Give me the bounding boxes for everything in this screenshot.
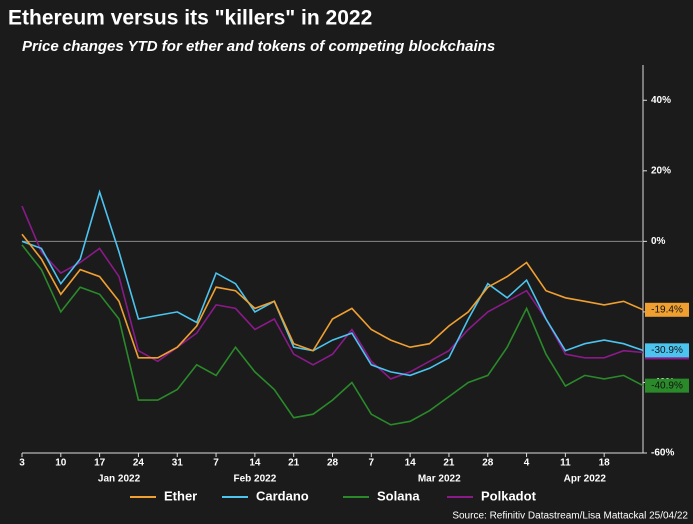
x-tick-label: 14 xyxy=(405,458,417,469)
x-tick-label: 11 xyxy=(560,458,571,469)
source: Source: Refinitiv Datastream/Lisa Mattac… xyxy=(452,511,688,522)
x-tick-label: 21 xyxy=(443,458,455,469)
x-tick-label: 31 xyxy=(172,458,184,469)
end-label-box xyxy=(645,343,689,358)
y-tick-label: 40% xyxy=(651,95,671,106)
x-tick-label: 7 xyxy=(213,458,219,469)
end-label-box xyxy=(645,378,689,393)
y-tick-label: 0% xyxy=(651,236,666,247)
x-tick-label: 3 xyxy=(19,458,25,469)
x-tick-label: 17 xyxy=(94,458,106,469)
month-label: Apr 2022 xyxy=(564,474,607,485)
series-line xyxy=(21,233,644,359)
end-label: -40.9% xyxy=(651,380,683,391)
end-label-box xyxy=(645,302,689,317)
x-tick-label: 18 xyxy=(599,458,611,469)
y-tick-label: -60% xyxy=(651,448,674,459)
end-label: -19.4% xyxy=(651,304,683,315)
x-tick-label: 7 xyxy=(369,458,375,469)
series-line xyxy=(21,189,644,377)
month-label: Feb 2022 xyxy=(233,474,276,485)
y-tick-label: 20% xyxy=(651,165,671,176)
series-line xyxy=(21,205,644,380)
x-tick-label: 4 xyxy=(524,458,530,469)
series-line xyxy=(21,244,644,426)
x-tick-label: 28 xyxy=(482,458,494,469)
month-label: Jan 2022 xyxy=(98,474,141,485)
x-tick-label: 21 xyxy=(288,458,300,469)
month-label: Mar 2022 xyxy=(418,474,461,485)
legend-label: Ether xyxy=(164,488,197,503)
x-tick-label: 24 xyxy=(133,458,145,469)
x-tick-label: 10 xyxy=(55,458,67,469)
end-label: -30.9% xyxy=(651,345,683,356)
legend-label: Cardano xyxy=(256,488,309,503)
chart-subtitle: Price changes YTD for ether and tokens o… xyxy=(22,38,495,55)
legend-label: Polkadot xyxy=(481,488,537,503)
legend-label: Solana xyxy=(377,488,420,503)
x-tick-label: 14 xyxy=(249,458,261,469)
chart-title: Ethereum versus its "killers" in 2022 xyxy=(8,7,372,30)
x-tick-label: 28 xyxy=(327,458,339,469)
